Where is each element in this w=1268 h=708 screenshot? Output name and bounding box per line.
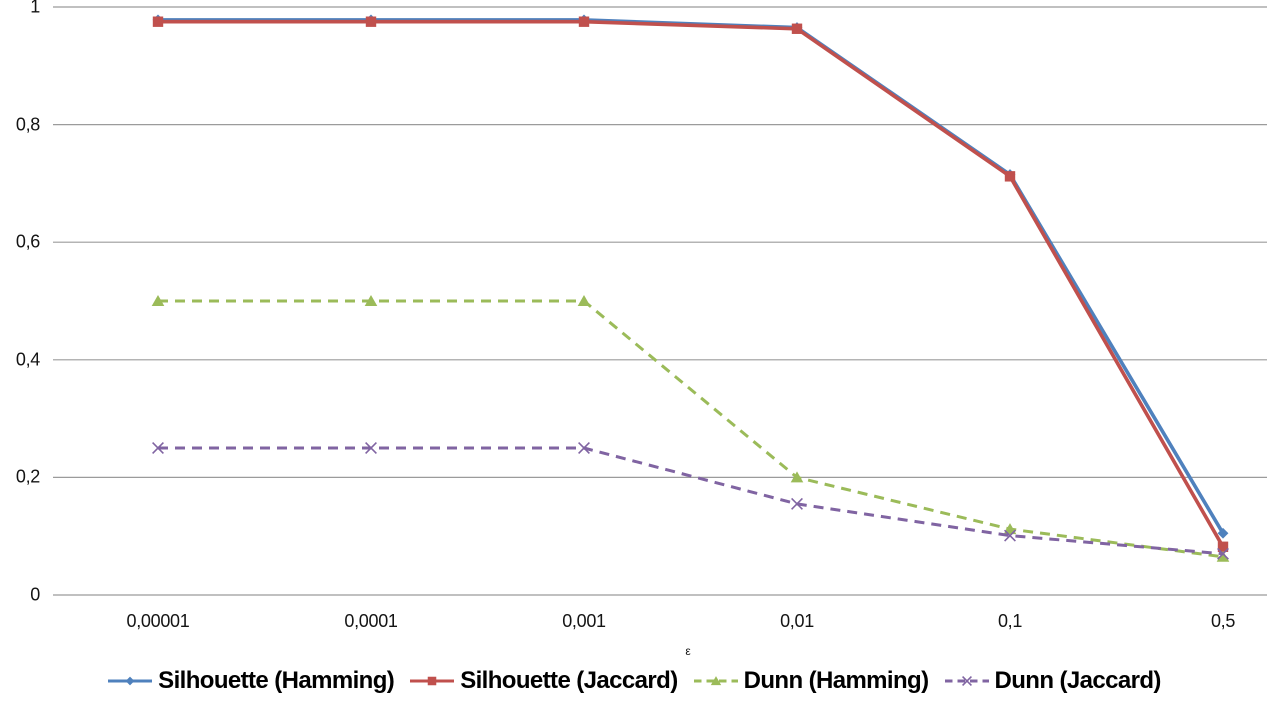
x-tick-label: 0,001 (562, 611, 606, 631)
x-axis-title: ε (685, 644, 691, 658)
x-tick-label: 0,5 (1210, 611, 1236, 631)
y-tick-label: 0,6 (15, 231, 40, 252)
legend-item-dunn-hamming: Dunn (Hamming) (693, 667, 929, 695)
y-tick-label: 1 (30, 0, 40, 17)
y-tick-label: 0,4 (15, 349, 40, 370)
y-tick-label: 0,8 (15, 114, 40, 135)
x-tick-label: 0,00001 (126, 611, 190, 631)
legend-label: Silhouette (Jaccard) (460, 667, 678, 694)
y-tick-label: 0 (30, 584, 40, 605)
y-tick-label: 0,2 (15, 466, 40, 487)
x-tick-label: 0,0001 (344, 611, 398, 631)
legend-label: Dunn (Hamming) (743, 667, 930, 694)
legend-marker-dunn-hamming-icon (693, 676, 738, 686)
legend: Silhouette (Hamming) Silhouette (Jaccard… (0, 660, 1268, 702)
legend-item-silhouette-hamming: Silhouette (Hamming) (107, 667, 395, 695)
legend-marker-silhouette-hamming-icon (108, 676, 153, 686)
x-tick-label: 0,1 (997, 611, 1023, 631)
legend-item-dunn-jaccard: Dunn (Jaccard) (944, 667, 1161, 695)
legend-label: Dunn (Jaccard) (994, 667, 1162, 694)
legend-marker-silhouette-jaccard-icon (410, 676, 455, 686)
x-tick-label: 0,01 (780, 611, 814, 631)
legend-label: Silhouette (Hamming) (158, 667, 395, 694)
legend-marker-dunn-jaccard-icon (944, 676, 989, 686)
legend-item-silhouette-jaccard: Silhouette (Jaccard) (409, 667, 678, 695)
plot-area (53, 6, 1267, 596)
